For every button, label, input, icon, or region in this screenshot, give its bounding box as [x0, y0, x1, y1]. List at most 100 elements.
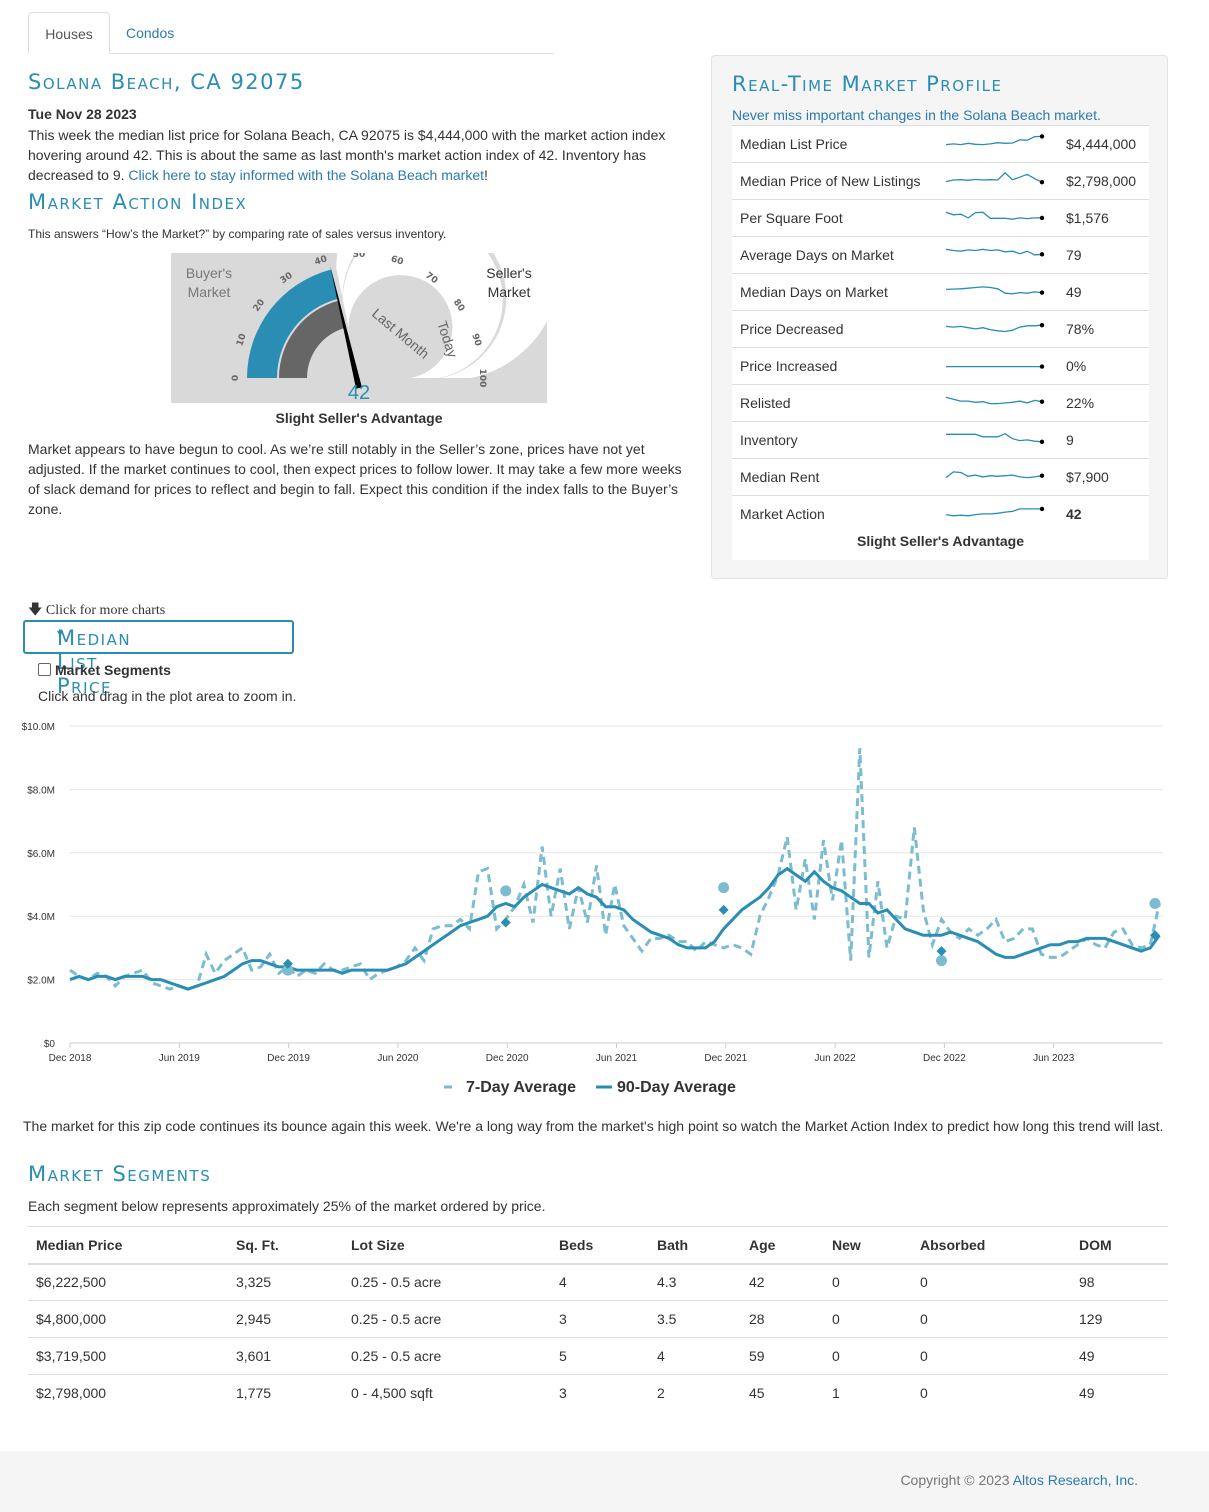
- gauge-last-month-arc: [279, 300, 347, 378]
- segments-column-header: New: [824, 1226, 912, 1265]
- segments-column-header: Lot Size: [343, 1226, 551, 1265]
- chart-type-dropdown[interactable]: Median List Price ▾: [23, 620, 294, 698]
- sparkline-end-dot: [1039, 252, 1045, 257]
- segments-column-header: Median Price: [28, 1226, 228, 1265]
- segments-column-header: DOM: [1071, 1226, 1168, 1265]
- table-cell: 3: [551, 1300, 649, 1338]
- property-type-tabs: Houses Condos: [28, 12, 554, 54]
- table-cell: 3: [551, 1374, 649, 1412]
- legend-7-day-label[interactable]: 7-Day Average: [466, 1079, 576, 1096]
- y-tick-label: $8.0M: [27, 785, 55, 796]
- footer: Copyright © 2023 Altos Research, Inc.: [0, 1451, 1209, 1512]
- sparkline-end-dot: [1039, 134, 1045, 139]
- table-cell: 0: [912, 1300, 1071, 1338]
- sparkline-path: [945, 248, 1043, 256]
- market-segments-toggle[interactable]: Market Segments: [38, 662, 171, 678]
- table-cell: $3,719,500: [28, 1337, 228, 1375]
- market-segments-checkbox-label: Market Segments: [55, 662, 171, 678]
- more-charts-toggle[interactable]: 🡇 Click for more charts: [28, 599, 165, 623]
- profile-row: Per Square Foot $1,576: [732, 199, 1149, 236]
- profile-row-label: Median Days on Market: [740, 284, 888, 300]
- table-cell: 1,775: [228, 1374, 343, 1412]
- profile-row-label: Average Days on Market: [740, 247, 894, 263]
- buyers-market-label: Buyer's: [186, 265, 232, 281]
- market-segments-table: Median Price Sq. Ft. Lot Size Beds Bath Age Ne…: [28, 1226, 1168, 1412]
- gauge-tick-label: 100: [477, 369, 487, 388]
- marker-7-day: [1149, 898, 1161, 910]
- segments-header-row: Median Price Sq. Ft. Lot Size Beds Bath Age Ne…: [28, 1226, 1168, 1265]
- table-row: $2,798,000 1,775 0 - 4,500 sqft 3 2 45 1 0 49: [28, 1374, 1168, 1412]
- gauge-last-month-arc-remaining: [342, 253, 503, 378]
- table-cell: $4,800,000: [28, 1300, 228, 1338]
- x-tick-label: Jun 2021: [596, 1053, 638, 1064]
- tab-condos[interactable]: Condos: [126, 25, 175, 41]
- page-title: Solana Beach, CA 92075: [28, 70, 305, 94]
- table-cell: 129: [1071, 1300, 1168, 1338]
- marker-90-day: [936, 946, 947, 957]
- table-cell: 3.5: [649, 1300, 741, 1338]
- market-summary: This week the median list price for Sola…: [28, 125, 678, 185]
- marker-7-day: [500, 885, 512, 897]
- profile-row-label: Median Price of New Listings: [740, 173, 921, 189]
- gauge-today-arc: [247, 269, 339, 378]
- gauge-needle: [330, 265, 362, 389]
- market-segments-checkbox[interactable]: [38, 663, 51, 676]
- marker-90-day: [500, 917, 511, 928]
- sellers-market-label: Seller's: [486, 265, 531, 281]
- y-tick-label: $6.0M: [27, 849, 55, 860]
- table-cell: 0.25 - 0.5 acre: [343, 1337, 551, 1375]
- table-cell: 49: [1071, 1374, 1168, 1412]
- table-cell: 2: [649, 1374, 741, 1412]
- profile-row-value: 0%: [1066, 358, 1087, 374]
- chart-commentary: The market for this zip code continues i…: [23, 1118, 1164, 1134]
- sparkline-end-dot: [1039, 215, 1045, 221]
- x-tick-label: Dec 2019: [267, 1053, 310, 1064]
- market-action-index-note: This answers “How’s the Market?” by comp…: [28, 227, 447, 241]
- profile-row-label: Price Increased: [740, 358, 838, 374]
- gauge-tick-label: 90: [469, 332, 482, 347]
- sparkline-path: [945, 211, 1042, 220]
- table-cell: 45: [741, 1374, 824, 1412]
- x-tick-label: Jun 2023: [1033, 1053, 1075, 1064]
- table-cell: 5: [551, 1337, 649, 1375]
- zoom-hint: Click and drag in the plot area to zoom …: [38, 688, 297, 704]
- y-tick-label: $10.0M: [22, 722, 55, 733]
- x-tick-label: Dec 2022: [923, 1053, 966, 1064]
- legend-90-day-label[interactable]: 90-Day Average: [617, 1079, 736, 1096]
- profile-row-value: $1,576: [1066, 210, 1109, 226]
- x-tick-label: Jun 2020: [377, 1053, 419, 1064]
- profile-row-value: 49: [1066, 284, 1082, 300]
- gauge-tick-label: 50: [353, 253, 366, 260]
- tab-houses[interactable]: Houses: [28, 12, 110, 54]
- altos-research-link[interactable]: Altos Research, Inc.: [1012, 1472, 1138, 1488]
- profile-row-value: 9: [1066, 432, 1074, 448]
- market-profile-subtitle[interactable]: Never miss important changes in the Sola…: [732, 107, 1101, 123]
- market-action-index-title: Market Action Index: [28, 190, 248, 214]
- table-cell: $2,798,000: [28, 1374, 228, 1412]
- table-cell: 4: [649, 1337, 741, 1375]
- profile-row-label: Price Decreased: [740, 321, 844, 337]
- profile-row-label: Relisted: [740, 395, 791, 411]
- median-list-price-chart[interactable]: $0 $2.0M $4.0M $6.0M $8.0M $10.0M Dec 2018 Jun…: [0, 710, 1209, 1105]
- table-cell: 3,601: [228, 1337, 343, 1375]
- profile-row: Market Action 42: [732, 495, 1149, 532]
- chart-gridlines: [70, 725, 1163, 1044]
- chart-legend[interactable]: 7-Day Average 90-Day Average: [444, 1079, 736, 1096]
- profile-row-value: 42: [1066, 506, 1082, 522]
- x-tick-label: Jun 2022: [815, 1053, 857, 1064]
- table-row: $4,800,000 2,945 0.25 - 0.5 acre 3 3.5 28 0 0 12…: [28, 1300, 1168, 1338]
- sparkline-end-dot: [1039, 322, 1045, 328]
- table-row: $3,719,500 3,601 0.25 - 0.5 acre 5 4 59 0 0 49: [28, 1337, 1168, 1375]
- table-cell: 1: [824, 1374, 912, 1412]
- table-row: $6,222,500 3,325 0.25 - 0.5 acre 4 4.3 42 0 0 98: [28, 1263, 1168, 1301]
- table-cell: 28: [741, 1300, 824, 1338]
- sparkline-path: [945, 396, 1043, 405]
- profile-row-value: 78%: [1066, 321, 1095, 337]
- table-cell: 59: [741, 1337, 824, 1375]
- table-cell: 0: [912, 1263, 1071, 1301]
- stay-informed-link[interactable]: Click here to stay informed with the Sol…: [128, 167, 485, 183]
- segments-column-header: Age: [741, 1226, 824, 1265]
- profile-row-value: 22%: [1066, 395, 1095, 411]
- marker-7-day: [935, 955, 947, 967]
